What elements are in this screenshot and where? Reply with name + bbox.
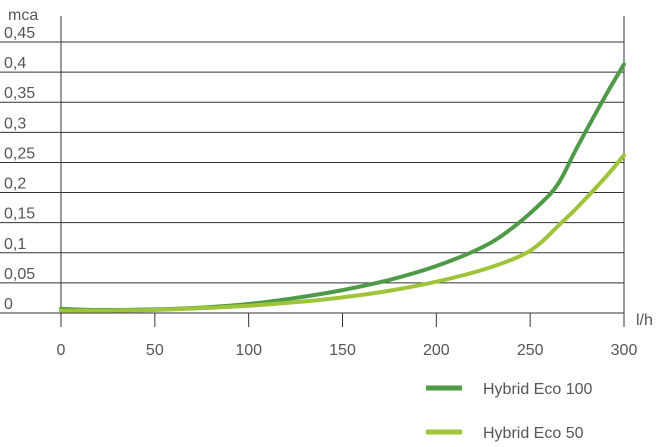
x-tick-label: 50: [146, 342, 164, 359]
y-axis-title: mca: [8, 7, 38, 24]
x-axis-title: l/h: [636, 312, 653, 329]
x-tick-label: 0: [57, 342, 66, 359]
y-tick-label: 0,15: [4, 206, 35, 223]
y-tick-label: 0,3: [4, 115, 26, 132]
y-tick-label: 0,4: [4, 55, 26, 72]
axes: [60, 16, 625, 327]
series-lines: [59, 62, 626, 313]
y-tick-label: 0,25: [4, 145, 35, 162]
y-tick-labels: 0 0,05 0,1 0,15 0,2 0,25 0,3 0,35 0,4 0,45: [4, 25, 35, 313]
x-tick-label: 300: [611, 342, 638, 359]
x-tick-label: 200: [423, 342, 450, 359]
gridlines: [0, 41, 624, 314]
x-tick-label: 150: [329, 342, 356, 359]
y-tick-label: 0,1: [4, 236, 26, 253]
series-line-1: [59, 62, 626, 313]
y-tick-label: 0,45: [4, 25, 35, 42]
y-tick-label: 0,35: [4, 85, 35, 102]
series-line-2: [59, 153, 626, 313]
y-tick-label: 0,05: [4, 266, 35, 283]
legend-label: Hybrid Eco 50: [483, 425, 584, 442]
legend: Hybrid Eco 100 Hybrid Eco 50: [426, 381, 592, 442]
y-tick-label: 0,2: [4, 176, 26, 193]
x-tick-labels: 0 50 100 150 200 250 300: [57, 342, 638, 359]
x-tick-label: 250: [517, 342, 544, 359]
legend-label: Hybrid Eco 100: [483, 381, 592, 398]
x-tick-label: 100: [235, 342, 262, 359]
y-tick-label: 0: [4, 296, 13, 313]
